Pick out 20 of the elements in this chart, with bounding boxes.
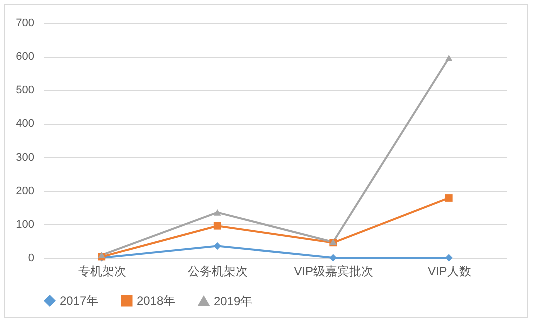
x-tick-label: 公务机架次 (188, 264, 248, 278)
point (214, 209, 222, 216)
point (214, 222, 222, 230)
x-tick-label: 专机架次 (78, 264, 126, 278)
y-tick-label: 700 (16, 18, 34, 30)
point (445, 55, 453, 62)
x-tick-label: VIP级嘉宾批次 (294, 264, 374, 278)
y-tick-label: 400 (16, 118, 34, 130)
point (445, 194, 453, 202)
legend-label: 2019年 (214, 294, 253, 308)
y-tick-label: 0 (28, 252, 34, 264)
legend-label: 2017年 (60, 294, 99, 308)
y-tick-label: 300 (16, 152, 34, 164)
legend-label: 2018年 (137, 294, 176, 308)
y-tick-label: 500 (16, 84, 34, 97)
y-tick-label: 200 (16, 185, 34, 198)
y-tick-label: 100 (16, 218, 34, 231)
x-tick-label: VIP人数 (428, 264, 472, 278)
y-tick-label: 600 (16, 51, 34, 64)
point (214, 242, 222, 250)
